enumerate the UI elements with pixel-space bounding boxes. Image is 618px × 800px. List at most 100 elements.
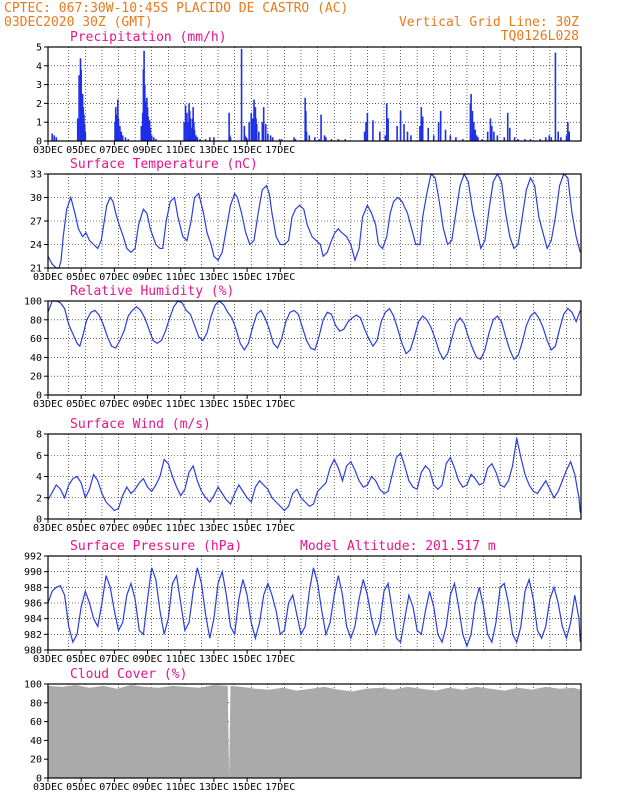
x-tick-label: 15DEC <box>232 272 262 283</box>
precip-bar <box>557 131 559 141</box>
series-line <box>47 438 581 513</box>
precip-bar <box>508 127 511 141</box>
precip-bar <box>491 125 493 141</box>
y-tick-label: 0 <box>36 391 42 402</box>
panel-title: Surface Pressure (hPa) <box>70 539 242 554</box>
precip-bar <box>470 94 472 141</box>
precip-bar <box>449 135 452 141</box>
y-tick-label: 24 <box>30 240 42 251</box>
precip-bar <box>51 133 53 141</box>
precip-bar <box>183 122 185 141</box>
precip-bar <box>264 124 267 141</box>
precip-bar <box>544 137 547 141</box>
x-tick-label: 03DEC <box>33 399 63 410</box>
x-tick-label: 13DEC <box>199 145 229 156</box>
x-tick-label: 13DEC <box>199 399 229 410</box>
precip-bar <box>150 135 153 141</box>
x-tick-label: 11DEC <box>166 272 196 283</box>
y-tick-label: 60 <box>30 334 42 345</box>
precip-bar <box>193 129 196 141</box>
precip-bar <box>387 118 389 141</box>
precip-bar <box>481 139 483 141</box>
precip-bar <box>76 118 79 141</box>
precip-bar <box>420 107 423 141</box>
y-tick-label: 3 <box>36 80 42 91</box>
x-tick-label: 13DEC <box>199 272 229 283</box>
precip-bar <box>344 139 347 141</box>
precip-bar <box>419 125 421 141</box>
x-tick-label: 05DEC <box>66 782 96 793</box>
precip-bar <box>124 137 127 141</box>
header-grid-note: Vertical Grid Line: 30Z <box>399 15 579 30</box>
precip-bar <box>503 137 506 141</box>
x-tick-label: 05DEC <box>66 523 96 534</box>
precip-bar <box>119 125 121 141</box>
x-tick-label: 07DEC <box>99 272 129 283</box>
y-tick-label: 990 <box>24 567 42 578</box>
x-tick-label: 15DEC <box>232 399 262 410</box>
precip-bar <box>243 125 246 141</box>
precip-bar <box>363 131 366 141</box>
precip-bar <box>474 129 477 141</box>
precip-bar <box>196 137 199 141</box>
x-tick-label: 03DEC <box>33 654 63 665</box>
y-tick-label: 4 <box>36 61 42 72</box>
x-tick-label: 05DEC <box>66 654 96 665</box>
panel-6: 0 20 40 60 80 100 03DEC 05DEC 07DEC 09DEC 11DEC 13D… <box>24 667 582 793</box>
panel-3: 0 20 40 60 80 100 03DEC 05DEC 07DEC 09DEC 11DEC 13D… <box>24 284 582 410</box>
precip-bar <box>255 124 258 141</box>
y-tick-label: 100 <box>24 680 42 691</box>
x-tick-label: 13DEC <box>199 782 229 793</box>
precip-bar <box>53 135 56 141</box>
panel-frame <box>47 300 582 396</box>
x-tick-label: 07DEC <box>99 654 129 665</box>
x-tick-label: 07DEC <box>99 399 129 410</box>
precip-bar <box>517 139 519 141</box>
precip-bar <box>84 131 87 141</box>
precip-bar <box>560 137 562 141</box>
x-tick-label: 13DEC <box>199 523 229 534</box>
x-tick-label: 07DEC <box>99 523 129 534</box>
x-tick-label: 17DEC <box>265 399 295 410</box>
y-tick-label: 2 <box>36 493 42 504</box>
precip-bar <box>251 118 254 141</box>
precip-bar <box>489 118 492 141</box>
precip-bar <box>439 110 442 141</box>
y-tick-label: 20 <box>30 372 42 383</box>
x-tick-label: 17DEC <box>265 782 295 793</box>
panel-title: Cloud Cover (%) <box>70 667 187 682</box>
precip-bar <box>293 137 295 141</box>
y-tick-label: 984 <box>24 614 42 625</box>
x-tick-label: 09DEC <box>132 782 162 793</box>
precip-bar <box>410 135 412 141</box>
precip-bar <box>271 137 274 141</box>
header-model-id: TQ0126L028 <box>501 29 579 44</box>
precip-bar <box>294 139 297 141</box>
precip-bar <box>421 116 424 141</box>
precip-bar <box>366 112 369 141</box>
cloud-area <box>48 684 581 778</box>
x-tick-label: 15DEC <box>232 523 262 534</box>
x-tick-label: 05DEC <box>66 399 96 410</box>
precip-bar <box>529 139 532 141</box>
precip-bar <box>213 137 215 141</box>
precip-bar <box>396 125 398 141</box>
x-tick-label: 03DEC <box>33 782 63 793</box>
precip-bar <box>229 137 232 141</box>
precip-bar <box>323 135 326 141</box>
panel-title: Relative Humidity (%) <box>70 284 234 299</box>
precip-bar <box>244 135 246 141</box>
precip-bar <box>184 105 187 141</box>
x-tick-label: 03DEC <box>33 523 63 534</box>
precip-bar <box>568 131 571 141</box>
precip-bar <box>475 135 478 141</box>
precip-bar <box>261 122 264 141</box>
y-tick-label: 20 <box>30 755 42 766</box>
model-altitude-note: Model Altitude: 201.517 m <box>300 539 496 554</box>
precip-bar <box>486 131 489 141</box>
y-tick-label: 0 <box>36 137 42 148</box>
precip-bar <box>195 135 197 141</box>
precip-bar <box>80 69 82 141</box>
